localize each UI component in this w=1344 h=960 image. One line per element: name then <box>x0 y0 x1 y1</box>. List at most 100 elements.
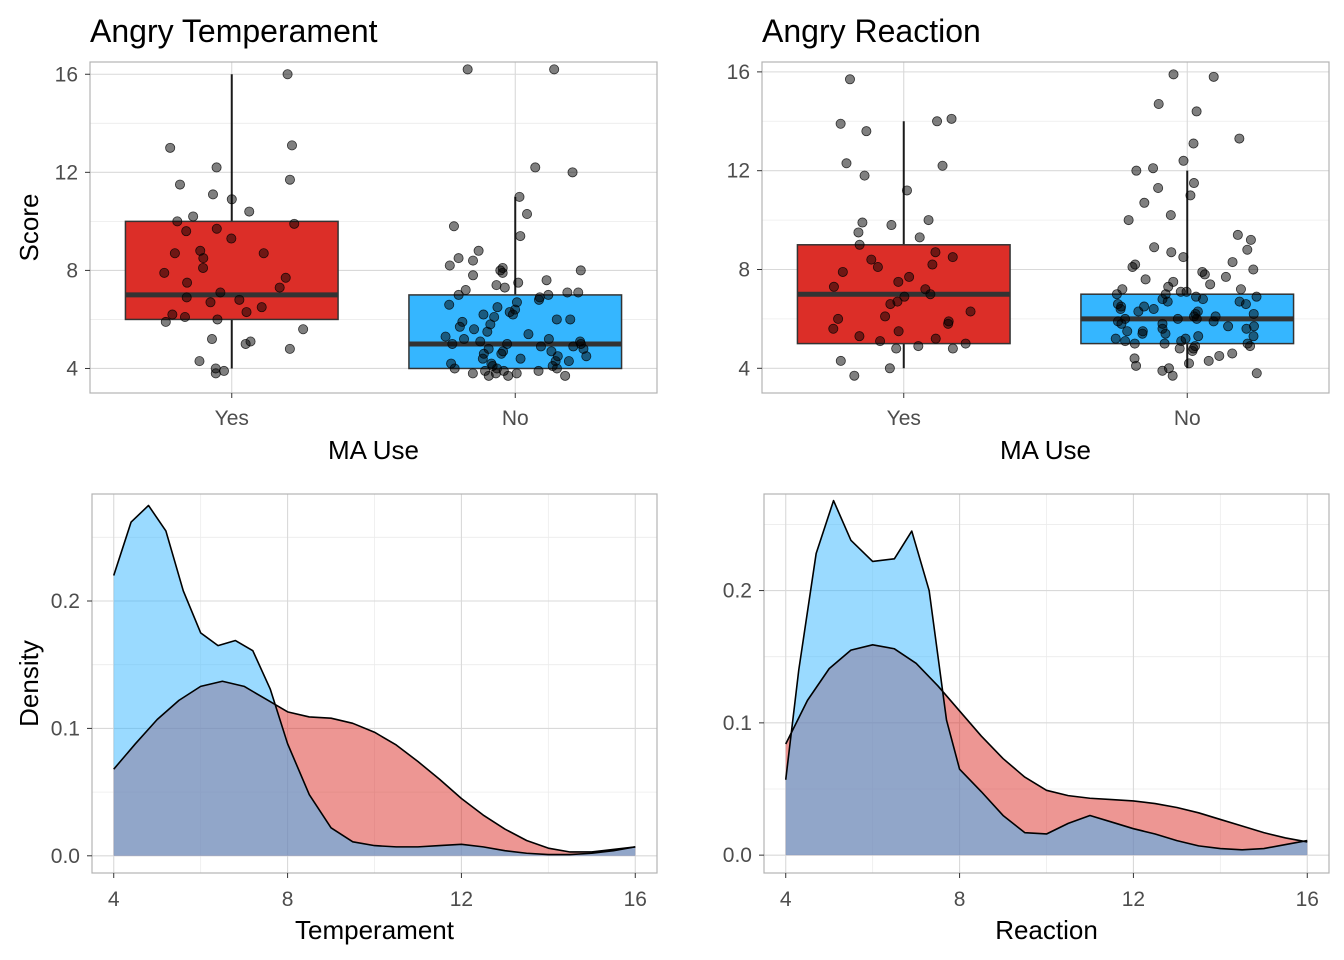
x-tick-label: 16 <box>624 888 647 911</box>
data-point <box>1248 331 1259 342</box>
data-point <box>165 142 176 153</box>
data-point <box>1167 370 1178 381</box>
data-point <box>866 254 877 265</box>
panel-border <box>761 61 1330 394</box>
data-point <box>1234 133 1245 144</box>
data-point <box>884 363 895 374</box>
data-point <box>947 252 958 263</box>
data-point <box>298 324 309 335</box>
data-point <box>215 287 226 298</box>
data-point <box>530 162 541 173</box>
data-point <box>1187 346 1198 357</box>
data-point <box>872 262 883 273</box>
panel-title: Angry Temperament <box>90 13 378 49</box>
data-point <box>1240 299 1251 310</box>
data-point <box>930 247 941 258</box>
x-tick-label: 12 <box>450 888 473 911</box>
data-point <box>1153 98 1164 109</box>
data-point <box>198 253 209 264</box>
data-point <box>899 291 910 302</box>
data-point <box>483 370 494 381</box>
data-point <box>1110 333 1121 344</box>
data-point <box>507 309 518 320</box>
panel-reaction-density: 0.0 0.1 0.2 4 8 12 16 Reaction <box>723 493 1330 945</box>
density-area-no <box>785 500 1308 856</box>
data-point <box>1160 328 1171 339</box>
data-point <box>459 334 470 345</box>
data-point <box>1248 264 1259 275</box>
x-tick-label: 4 <box>780 888 792 911</box>
data-point <box>1131 360 1142 371</box>
data-point <box>835 355 846 366</box>
data-point <box>551 363 562 374</box>
x-tick-label: 12 <box>1122 888 1145 911</box>
data-point <box>467 368 478 379</box>
data-point <box>853 227 864 238</box>
data-point <box>1185 190 1196 201</box>
data-point <box>901 185 912 196</box>
data-point <box>1245 234 1256 245</box>
data-point <box>1183 358 1194 369</box>
data-point <box>1116 318 1127 329</box>
data-point <box>535 341 546 352</box>
data-point <box>511 368 522 379</box>
data-point <box>241 307 252 318</box>
data-point <box>218 365 229 376</box>
data-point <box>207 189 218 200</box>
density-area-no <box>113 505 636 856</box>
data-point <box>496 348 507 359</box>
y-tick-label: 0.0 <box>723 844 752 867</box>
x-tick-label: 16 <box>1296 888 1319 911</box>
data-point <box>1159 338 1170 349</box>
data-point <box>523 329 534 340</box>
data-point <box>1149 242 1160 253</box>
data-point <box>244 206 255 217</box>
data-point <box>551 314 562 325</box>
data-point <box>284 174 295 185</box>
data-point <box>274 282 285 293</box>
data-point <box>567 167 578 178</box>
data-point <box>172 216 183 227</box>
data-point <box>182 277 193 288</box>
data-point <box>960 338 971 349</box>
data-point <box>854 331 865 342</box>
data-point <box>1127 262 1138 273</box>
data-point <box>861 126 872 137</box>
x-axis-title: Reaction <box>995 915 1098 945</box>
data-point <box>1157 365 1168 376</box>
data-point <box>1248 308 1259 319</box>
data-point <box>1199 269 1210 280</box>
data-point <box>503 370 514 381</box>
data-point <box>258 248 269 259</box>
data-point <box>1178 155 1189 166</box>
data-point <box>581 351 592 362</box>
y-tick-label: 0.2 <box>51 590 80 613</box>
data-point <box>492 302 503 313</box>
data-point <box>1191 106 1202 117</box>
data-point <box>284 343 295 354</box>
data-point <box>828 281 839 292</box>
data-point <box>1115 304 1126 315</box>
data-point <box>194 356 205 367</box>
panel-border <box>89 61 658 394</box>
data-point <box>1168 69 1179 80</box>
data-point <box>1223 321 1234 332</box>
data-point <box>849 370 860 381</box>
data-point <box>893 276 904 287</box>
data-point <box>932 116 943 127</box>
y-tick-label: 0.1 <box>51 717 80 740</box>
data-point <box>468 270 479 281</box>
data-point <box>857 217 868 228</box>
y-tick-label: 12 <box>55 161 78 184</box>
data-point <box>947 343 958 354</box>
data-point <box>543 334 554 345</box>
data-point <box>497 267 508 278</box>
data-point <box>837 266 848 277</box>
data-point <box>179 311 190 322</box>
data-point <box>1162 296 1173 307</box>
y-tick-label: 4 <box>66 357 78 380</box>
data-point <box>477 353 488 364</box>
y-tick-label: 8 <box>66 259 78 282</box>
data-point <box>1174 343 1185 354</box>
data-point <box>159 267 170 278</box>
